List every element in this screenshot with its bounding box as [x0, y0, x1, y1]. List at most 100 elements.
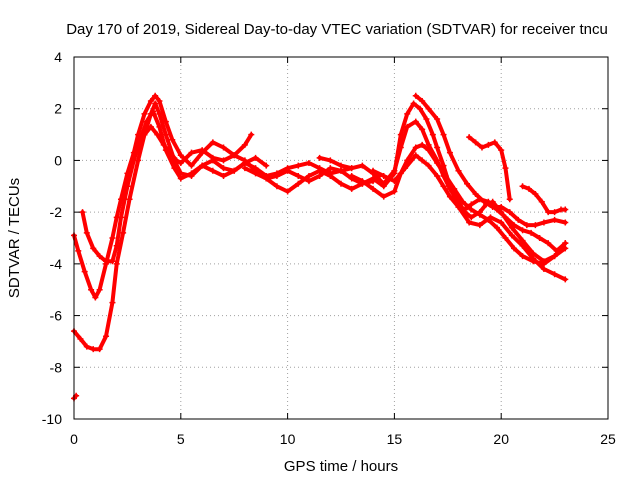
data-point [532, 222, 539, 229]
data-point [156, 123, 163, 130]
data-point [391, 167, 398, 174]
data-point [551, 271, 558, 278]
series-line-10 [467, 135, 512, 202]
data-point [425, 141, 432, 148]
data-point [252, 154, 259, 161]
data-point [502, 165, 509, 172]
data-point [440, 162, 447, 169]
data-point [96, 346, 103, 353]
data-point [284, 188, 291, 195]
data-point [468, 214, 475, 221]
data-point [412, 118, 419, 125]
data-point [109, 235, 116, 241]
data-point [305, 172, 312, 179]
data-point [241, 165, 248, 172]
data-point [359, 162, 366, 169]
data-point [523, 222, 530, 229]
data-point [96, 253, 103, 260]
data-point [199, 147, 206, 154]
data-point [126, 196, 133, 203]
data-point [380, 193, 387, 200]
data-point [316, 154, 323, 161]
data-point [327, 172, 334, 179]
y-tick-label: -6 [50, 308, 63, 324]
data-point [519, 227, 526, 234]
data-point [305, 178, 312, 185]
data-point [81, 268, 88, 275]
data-point [113, 242, 120, 249]
y-tick-label: 2 [54, 101, 62, 117]
data-point [220, 172, 227, 179]
plot-frame [73, 56, 609, 420]
data-point [440, 183, 447, 190]
data-point [338, 162, 344, 169]
data-point [511, 245, 518, 252]
data-point [295, 172, 302, 179]
data-point [370, 185, 377, 192]
data-point [160, 141, 167, 148]
data-point [425, 147, 432, 154]
data-point [540, 260, 547, 267]
data-point [562, 245, 569, 252]
data-point [188, 170, 195, 177]
data-point [472, 191, 479, 198]
data-point [75, 247, 82, 254]
data-point [429, 131, 436, 138]
data-point [209, 167, 216, 174]
data-point [502, 235, 509, 241]
data-point [511, 222, 518, 229]
data-point [152, 100, 159, 107]
data-point [241, 141, 248, 148]
data-point [141, 131, 148, 138]
data-point [109, 299, 116, 306]
data-point [434, 144, 441, 151]
data-point [338, 167, 344, 174]
data-series [71, 92, 569, 402]
data-point [103, 258, 110, 265]
data-point [419, 157, 426, 164]
data-point [466, 219, 473, 226]
data-point [154, 131, 161, 138]
data-point [506, 209, 513, 216]
y-axis-label: SDTVAR / TECUs [6, 178, 23, 298]
data-point [562, 240, 569, 247]
data-point [519, 237, 526, 244]
data-point [327, 157, 334, 164]
data-point [124, 183, 131, 190]
data-point [391, 188, 398, 195]
data-point [263, 162, 270, 169]
data-point [370, 175, 377, 182]
data-point [493, 224, 500, 231]
data-point [231, 167, 238, 174]
data-point [466, 134, 473, 141]
data-point [90, 245, 97, 252]
series-line-8 [371, 153, 568, 253]
data-point [273, 183, 280, 190]
data-point [519, 183, 526, 190]
data-point [147, 97, 154, 104]
data-point [220, 157, 227, 164]
data-point [562, 276, 569, 283]
y-tick-label: -4 [50, 256, 63, 272]
data-point [498, 203, 505, 210]
data-point [425, 162, 432, 169]
data-point [348, 172, 355, 179]
data-point [173, 157, 180, 164]
data-point [485, 216, 492, 223]
x-tick-label: 10 [280, 431, 296, 447]
data-point [359, 178, 366, 185]
data-point [412, 144, 419, 151]
data-point [489, 203, 496, 210]
data-point [425, 105, 432, 112]
data-point [141, 110, 148, 117]
data-point [440, 131, 447, 138]
data-point [88, 286, 95, 293]
data-point [188, 149, 195, 156]
data-point [562, 219, 569, 226]
data-point [404, 110, 411, 117]
data-point [209, 139, 216, 146]
x-tick-label: 20 [493, 431, 509, 447]
data-point [476, 211, 483, 218]
data-point [380, 172, 387, 179]
data-point [397, 144, 404, 151]
